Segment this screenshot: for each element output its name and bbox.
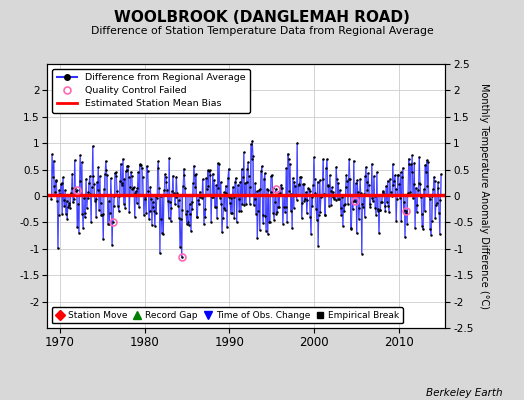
Text: Berkeley Earth: Berkeley Earth <box>427 388 503 398</box>
Legend: Station Move, Record Gap, Time of Obs. Change, Empirical Break: Station Move, Record Gap, Time of Obs. C… <box>52 307 403 324</box>
Y-axis label: Monthly Temperature Anomaly Difference (°C): Monthly Temperature Anomaly Difference (… <box>479 83 489 309</box>
Text: Difference of Station Temperature Data from Regional Average: Difference of Station Temperature Data f… <box>91 26 433 36</box>
Text: WOOLBROOK (DANGLEMAH ROAD): WOOLBROOK (DANGLEMAH ROAD) <box>114 10 410 25</box>
